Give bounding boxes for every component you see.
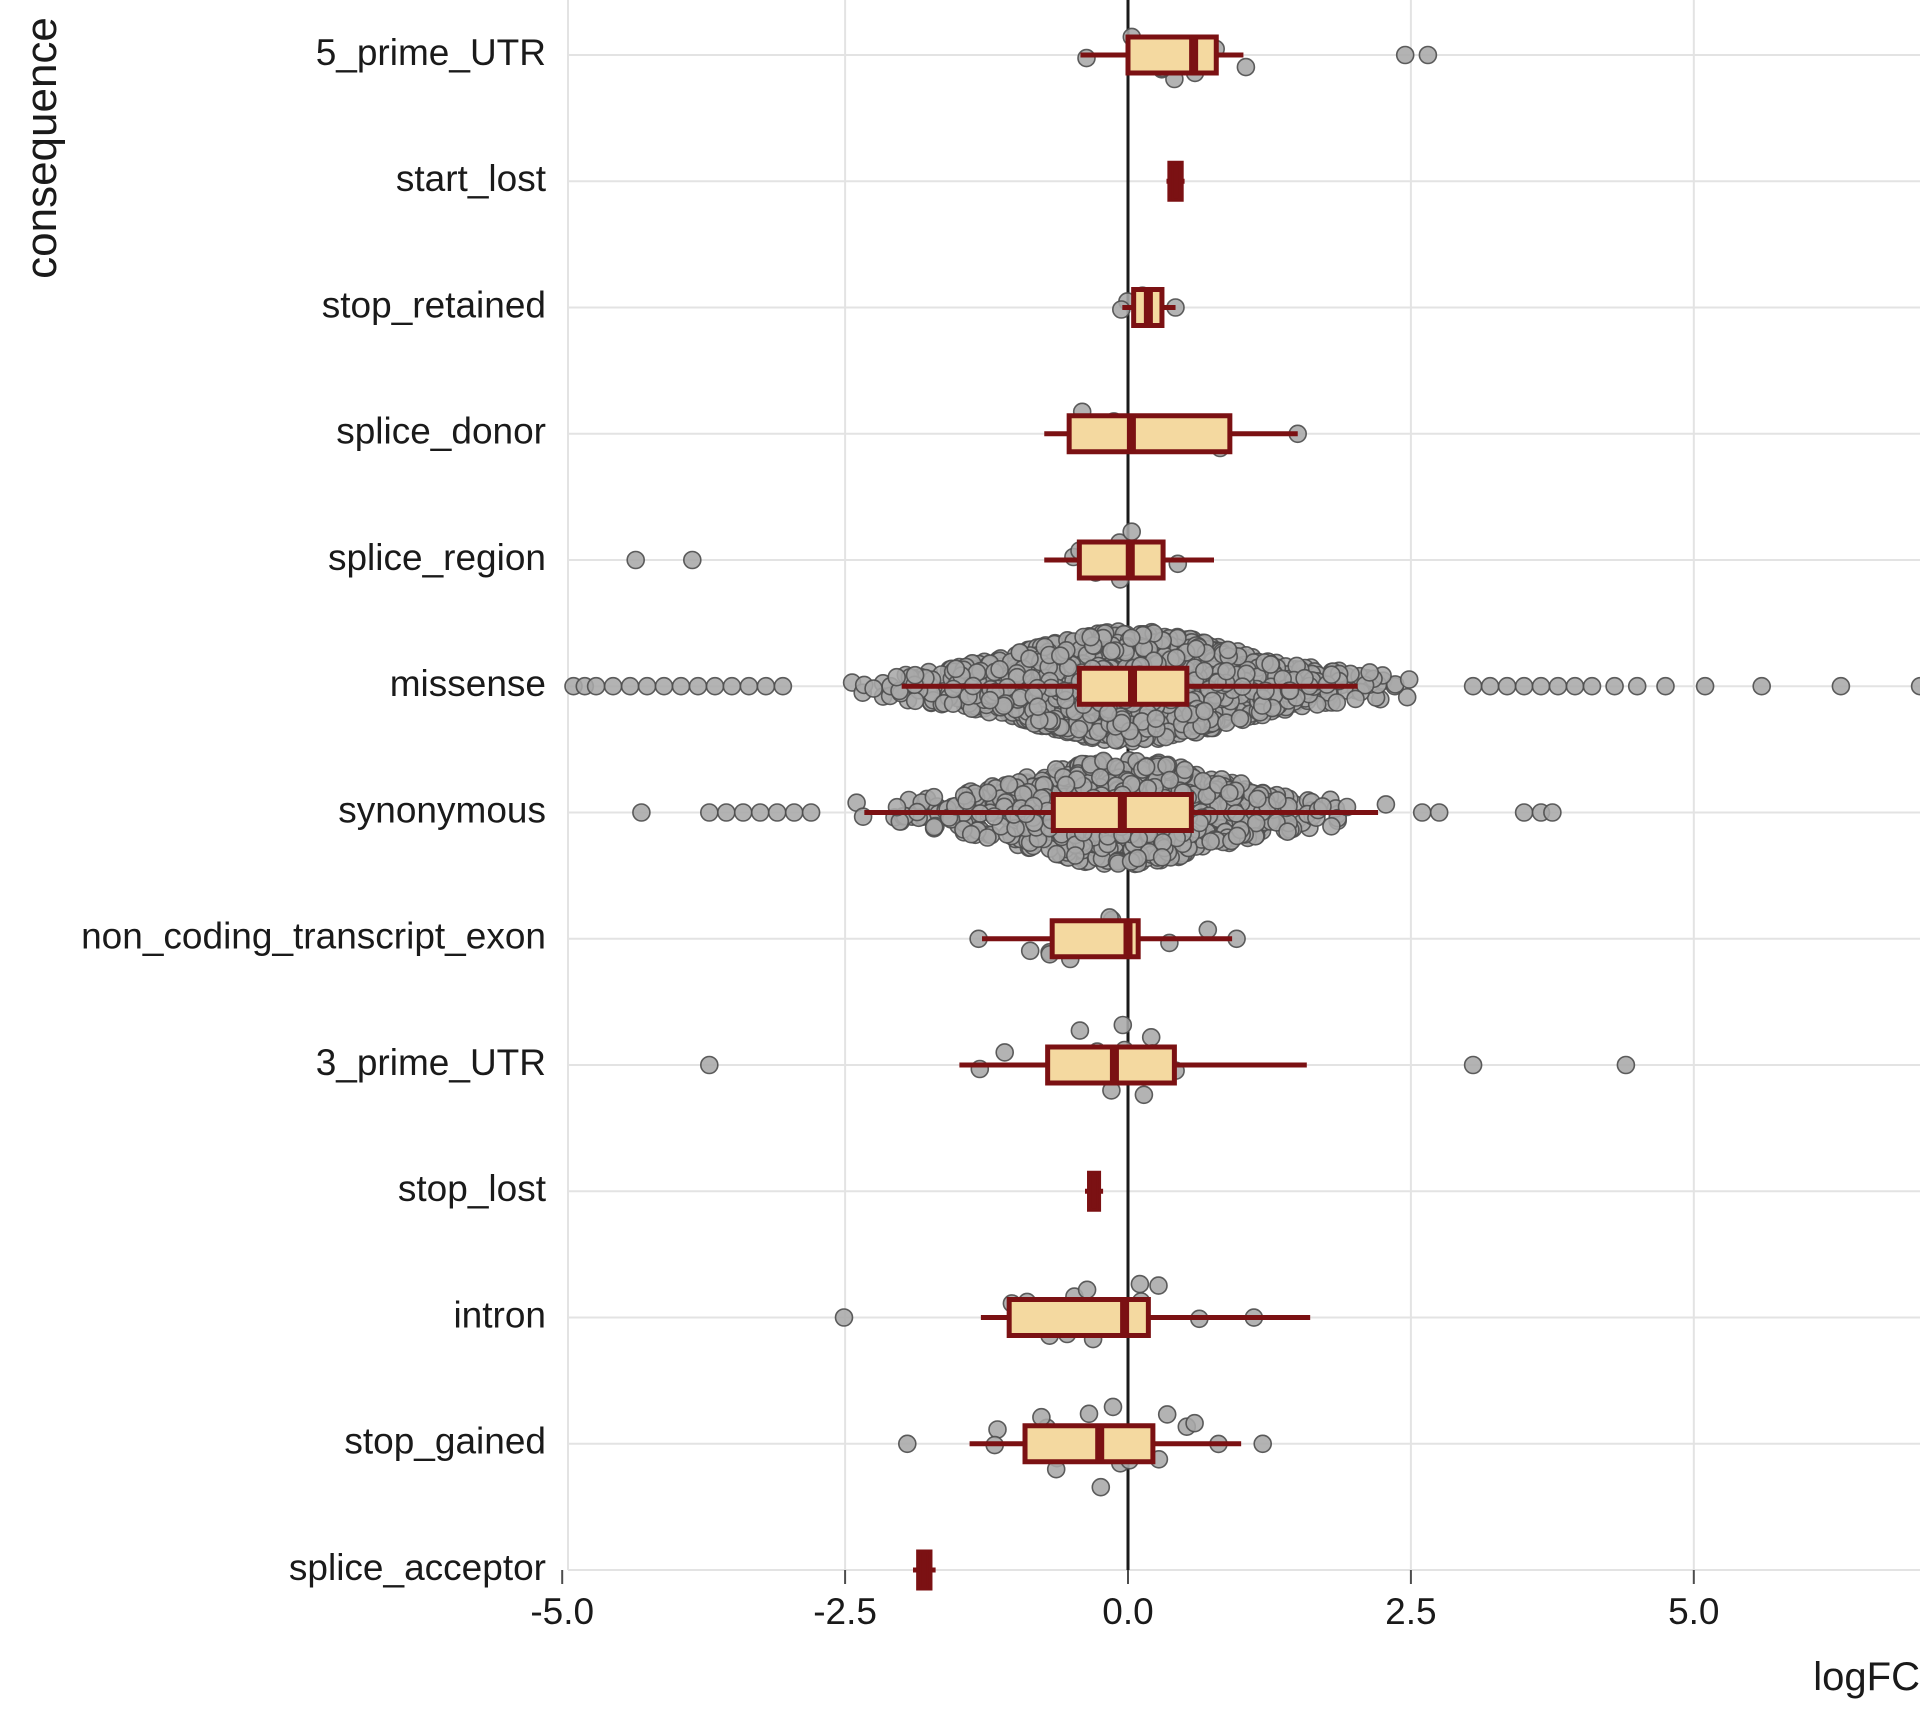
svg-text:start_lost: start_lost bbox=[396, 158, 547, 199]
svg-text:0.0: 0.0 bbox=[1102, 1591, 1153, 1632]
svg-text:-5.0: -5.0 bbox=[530, 1591, 594, 1632]
svg-text:5.0: 5.0 bbox=[1668, 1591, 1719, 1632]
svg-text:splice_region: splice_region bbox=[328, 537, 546, 578]
svg-text:2.5: 2.5 bbox=[1385, 1591, 1436, 1632]
svg-text:stop_gained: stop_gained bbox=[344, 1421, 546, 1462]
svg-text:splice_donor: splice_donor bbox=[336, 411, 546, 452]
svg-text:intron: intron bbox=[453, 1294, 546, 1335]
svg-text:synonymous: synonymous bbox=[338, 789, 546, 830]
svg-text:consequence: consequence bbox=[17, 17, 66, 279]
svg-text:5_prime_UTR: 5_prime_UTR bbox=[316, 32, 546, 73]
svg-text:-2.5: -2.5 bbox=[813, 1591, 877, 1632]
svg-text:stop_lost: stop_lost bbox=[398, 1168, 547, 1209]
svg-text:missense: missense bbox=[390, 663, 546, 704]
svg-text:logFC: logFC bbox=[1813, 1655, 1920, 1699]
svg-text:stop_retained: stop_retained bbox=[322, 284, 546, 325]
svg-text:splice_acceptor: splice_acceptor bbox=[289, 1547, 546, 1588]
svg-text:non_coding_transcript_exon: non_coding_transcript_exon bbox=[81, 916, 546, 957]
svg-text:3_prime_UTR: 3_prime_UTR bbox=[316, 1042, 546, 1083]
